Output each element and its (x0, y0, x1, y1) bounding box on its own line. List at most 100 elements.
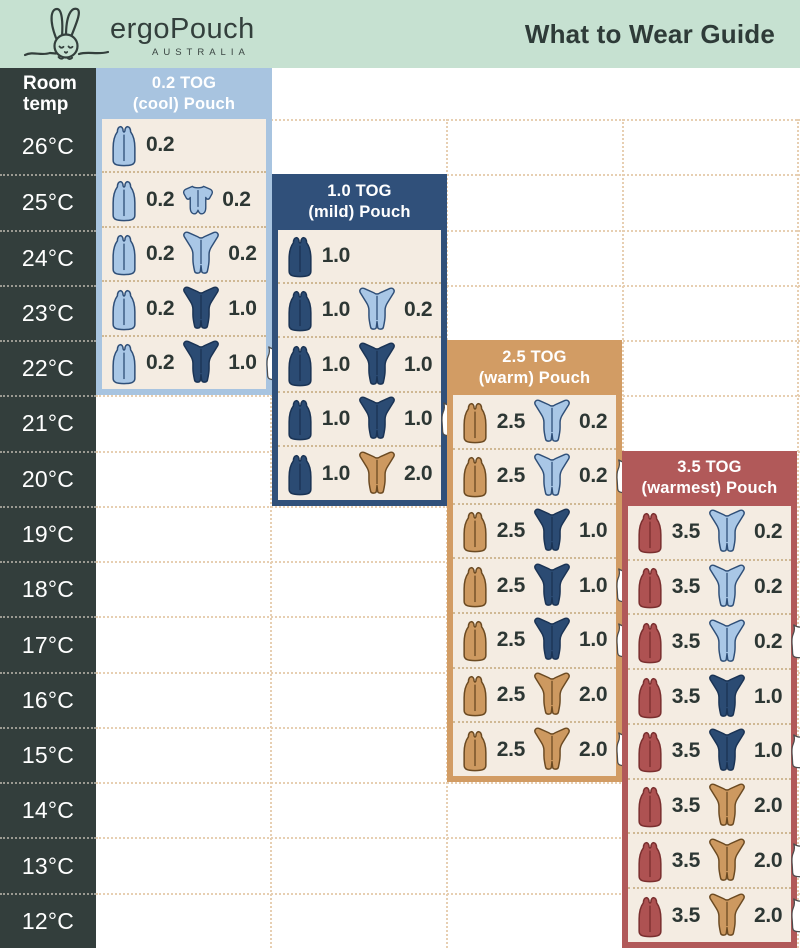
pouch-icon (463, 457, 487, 498)
guide-row-17c: 3.5 0.2 (627, 613, 800, 668)
room-temp-header: Room temp (0, 68, 96, 119)
sleepsuit-icon (183, 231, 220, 275)
pouch-icon (463, 676, 487, 717)
temp-cell-15c: 15°C (0, 726, 96, 782)
guide-row-22c: 0.2 1.0 (102, 334, 285, 389)
sleepsuit-icon (183, 286, 220, 329)
sleepsuit-icon (534, 672, 570, 715)
guide-row-16c: 3.5 1.0 (627, 668, 792, 723)
tog-value: 2.5 (496, 519, 526, 543)
panel-body-1-0-TOG: 1.0 1.0 0.2 1.0 1.0 1.0 1.0 1.0 2.0 (271, 229, 460, 506)
tog-value: 3.5 (671, 848, 701, 872)
tog-value: 0.2 (222, 187, 251, 211)
sleepsuit-icon (359, 451, 395, 494)
tog-value: 0.2 (146, 133, 175, 157)
pouch-icon (638, 567, 662, 609)
sleepsuit-icon (709, 893, 745, 936)
pouch-icon (112, 289, 136, 330)
guide-row-19c: 3.5 0.2 (628, 506, 792, 559)
guide-row-23c: 1.0 0.2 (277, 282, 442, 336)
pouch-icon (638, 677, 662, 718)
sleepsuit-icon (709, 783, 745, 826)
panel-body-0-2-TOG: 0.2 0.2 0.2 0.2 0.2 0.2 1.0 0.2 1.0 (96, 119, 285, 396)
bunny-logo-icon (23, 7, 110, 60)
guide-row-25c: 0.2 0.2 (102, 171, 266, 225)
panel-body-3-5-TOG: 3.5 0.2 3.5 0.2 3.5 0.2 3.5 1.0 3.5 1.0 … (621, 505, 800, 948)
singlet-icon (791, 898, 800, 933)
grid-hline (96, 837, 800, 840)
tog-value: 3.5 (671, 629, 701, 653)
tog-value: 1.0 (228, 351, 257, 375)
sleepsuit-icon (534, 508, 570, 551)
tog-value: 3.5 (671, 520, 701, 544)
temp-cell-24c: 24°C (0, 229, 96, 285)
tog-value: 2.0 (753, 848, 783, 872)
guide-row-20c: 1.0 2.0 (277, 445, 442, 499)
panel-body-2-5-TOG: 2.5 0.2 2.5 0.2 2.5 1.0 2.5 1.0 2.5 1.0 … (446, 395, 635, 783)
pouch-icon (463, 621, 487, 662)
tog-value: 2.5 (496, 737, 526, 761)
tog-value: 1.0 (753, 684, 783, 708)
panel-title-line1: 0.2 TOG (151, 73, 217, 92)
guide-row-26c: 0.2 (102, 119, 266, 171)
sleepsuit-icon (534, 453, 570, 497)
temp-cell-23c: 23°C (0, 284, 96, 340)
brand-name: ergoPouch (110, 13, 255, 45)
pouch-icon (288, 291, 312, 332)
guide-row-17c: 2.5 1.0 (452, 612, 635, 667)
tog-value: 1.0 (228, 296, 257, 320)
guide-row-15c: 3.5 1.0 (627, 722, 800, 778)
sleepsuit-icon (709, 564, 745, 607)
guide-row-13c: 3.5 2.0 (627, 832, 800, 887)
tog-value: 2.0 (578, 683, 608, 707)
sleepsuit-icon (709, 619, 745, 662)
tog-value: 1.0 (321, 461, 351, 485)
guide-row-21c: 1.0 1.0 (277, 390, 460, 445)
tog-value: 3.5 (671, 684, 701, 708)
grid-vline (796, 119, 799, 948)
pouch-icon (638, 732, 662, 773)
singlet-icon (791, 624, 800, 659)
guide-row-23c: 0.2 1.0 (102, 280, 266, 334)
tog-value: 3.5 (671, 575, 701, 598)
temp-cell-21c: 21°C (0, 395, 96, 450)
pouch-icon (112, 344, 136, 385)
temp-cell-16c: 16°C (0, 671, 96, 727)
pouch-icon (112, 180, 136, 222)
temp-cell-14c: 14°C (0, 782, 96, 837)
temp-cell-22c: 22°C (0, 340, 96, 395)
room-temp-label-line1: Room (23, 72, 77, 94)
temp-cell-19c: 19°C (0, 505, 96, 561)
panel-title-line1: 2.5 TOG (502, 347, 567, 366)
pouch-icon (638, 787, 662, 828)
pouch-icon (638, 513, 662, 554)
guide-row-15c: 2.5 2.0 (452, 721, 635, 776)
page-title: What to Wear Guide (524, 18, 775, 49)
pouch-icon (638, 841, 662, 883)
tog-value: 1.0 (321, 298, 351, 322)
room-temp-label-line2: temp (23, 93, 69, 115)
brand-text: ergoPouch AUSTRALIA (110, 14, 255, 58)
tog-value: 3.5 (671, 794, 701, 818)
tog-value: 1.0 (753, 739, 783, 763)
sleepsuit-icon (534, 617, 570, 661)
tog-value: 0.2 (753, 629, 783, 653)
grid-hline (96, 119, 800, 121)
tog-value: 0.2 (146, 242, 175, 266)
tog-value: 0.2 (146, 351, 175, 375)
pouch-icon (112, 235, 136, 276)
room-temp-column: Room temp 26°C 25°C 24°C 23°C 22°C 21°C 20°C 19… (0, 68, 96, 948)
temp-cell-12c: 12°C (0, 892, 96, 948)
guide-row-20c: 2.5 0.2 (452, 448, 635, 503)
temp-cell-18c: 18°C (0, 561, 96, 616)
tog-value: 2.5 (496, 683, 526, 707)
grid-hline (96, 229, 800, 232)
temp-cell-26c: 26°C (21, 133, 75, 160)
sleepsuit-icon (183, 340, 220, 383)
pouch-icon (463, 512, 487, 553)
tog-value: 2.0 (578, 737, 608, 761)
tog-value: 0.2 (228, 242, 257, 266)
guide-row-18c: 3.5 0.2 (627, 558, 792, 614)
brand-country: AUSTRALIA (152, 47, 250, 58)
